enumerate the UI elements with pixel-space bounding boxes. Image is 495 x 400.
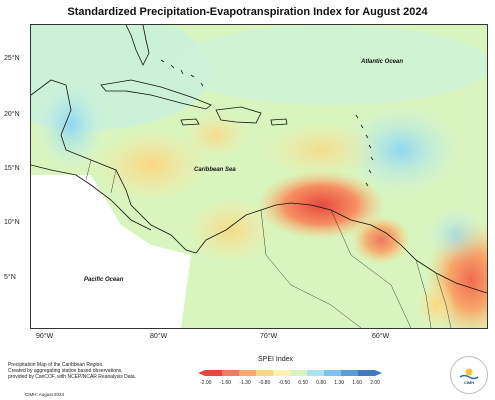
legend-tick-label: -0.50 — [278, 380, 291, 386]
map-canvas: Atlantic Ocean Caribbean Sea Pacific Oce… — [31, 25, 487, 328]
legend-tick-label: -1.30 — [239, 380, 251, 386]
lon-tick: 60°W — [372, 333, 390, 340]
legend-swatch — [341, 370, 358, 376]
lon-tick: 90°W — [36, 333, 54, 340]
credit-line: provided by CariCOF, with NCEP/NCAR Rean… — [8, 374, 137, 380]
legend-tick-label: -0.80 — [258, 380, 271, 386]
legend-swatch — [290, 370, 307, 376]
lon-tick: 70°W — [260, 333, 278, 340]
legend-swatch — [324, 370, 341, 376]
lat-tick: 25°N — [4, 55, 20, 62]
cimh-logo: CIMH — [450, 356, 488, 394]
legend-arrow-left — [198, 370, 205, 376]
caribbean-label: Caribbean Sea — [194, 167, 236, 173]
logo-text: CIMH — [463, 379, 475, 385]
lat-tick: 15°N — [4, 165, 20, 172]
legend-tick-label: -2.00 — [200, 380, 212, 386]
legend-ticks: -2.00 -1.60 -1.30 -0.80 -0.50 0.50 0.80 1.30 1.6… — [200, 380, 380, 386]
yellow-anomaly-central — [91, 127, 211, 203]
credit-footer: CIMH: August 2024 — [25, 392, 65, 397]
legend-swatch — [358, 370, 375, 376]
legend-tick-label: 2.00 — [370, 380, 380, 386]
legend-swatch — [239, 370, 256, 376]
spei-map: Atlantic Ocean Caribbean Sea Pacific Oce… — [30, 24, 488, 329]
atlantic-label: Atlantic Ocean — [360, 59, 403, 65]
credit-line: Precipitation Map of the Caribbean Regio… — [8, 362, 104, 368]
pacific-mask — [31, 175, 191, 328]
legend-title: SPEI Index — [258, 356, 294, 363]
legend-swatch — [205, 370, 222, 376]
map-title: Standardized Precipitation-Evapotranspir… — [67, 6, 428, 18]
legend-swatch — [256, 370, 273, 376]
borders — [85, 159, 452, 328]
legend-tick-label: -1.60 — [219, 380, 232, 386]
lat-tick: 20°N — [4, 111, 20, 118]
legend-arrow-right — [375, 370, 382, 376]
lat-tick: 5°N — [4, 274, 16, 281]
pacific-label: Pacific Ocean — [84, 277, 124, 283]
legend-tick-label: 0.80 — [316, 380, 326, 386]
legend-tick-label: 1.30 — [334, 380, 344, 386]
red-anomaly-venezuela — [256, 170, 386, 240]
legend-tick-label: 0.50 — [298, 380, 309, 386]
legend-swatch — [307, 370, 324, 376]
sun-wave-icon — [459, 368, 479, 379]
legend-swatch — [273, 370, 290, 376]
blue-anomaly-yucatan — [36, 80, 106, 170]
lon-tick: 80°W — [150, 333, 168, 340]
legend-colorbar — [205, 370, 375, 376]
legend-tick-label: 1.60 — [352, 380, 362, 386]
credit-text: Precipitation Map of the Caribbean Regio… — [8, 362, 158, 380]
credit-line: Created by aggregating station based obs… — [8, 368, 123, 374]
legend-swatch — [222, 370, 239, 376]
lat-tick: 10°N — [4, 219, 20, 226]
